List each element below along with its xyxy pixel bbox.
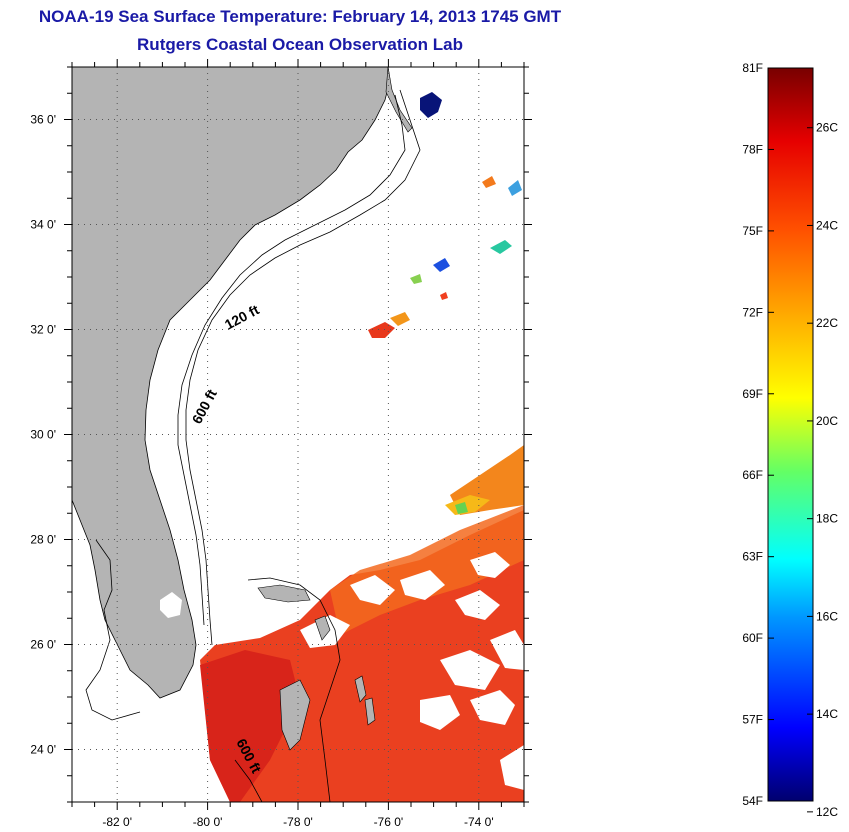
colorbar-f-label: 63F <box>742 550 763 564</box>
lat-label: 34 0' <box>30 218 56 232</box>
colorbar-c-label: 20C <box>816 414 838 428</box>
sst-deep-red <box>200 650 300 802</box>
lon-label: -82 0' <box>102 815 132 829</box>
colorbar-f-label: 60F <box>742 631 763 645</box>
lat-label: 30 0' <box>30 428 56 442</box>
bahamas-islands <box>257 584 376 751</box>
colorbar-c-label: 12C <box>816 805 838 819</box>
lat-label: 36 0' <box>30 113 56 127</box>
colorbar-c-label: 22C <box>816 316 838 330</box>
longitude-labels: -82 0' -80 0' -78 0' -76 0' -74 0' <box>102 815 493 829</box>
colorbar-f-label: 78F <box>742 142 763 156</box>
colorbar-c-label: 14C <box>816 707 838 721</box>
colorbar-fahrenheit-labels: 81F 78F 75F 72F 69F 66F 63F 60F 57F 54F <box>742 61 763 808</box>
colorbar-f-label: 69F <box>742 387 763 401</box>
lon-label: -80 0' <box>193 815 223 829</box>
colorbar-f-label: 57F <box>742 713 763 727</box>
depth-contours <box>85 89 421 802</box>
map-graticule <box>72 67 524 802</box>
colorbar-frame <box>767 67 814 802</box>
latitude-labels: 36 0' 34 0' 32 0' 30 0' 28 0' 26 0' 24 0' <box>30 113 56 757</box>
map-title: NOAA-19 Sea Surface Temperature: Februar… <box>38 7 562 26</box>
colorbar-celsius-labels: 26C 24C 22C 20C 18C 16C 14C 12C <box>816 121 838 819</box>
colorbar-c-label: 18C <box>816 512 838 526</box>
lon-label: -74 0' <box>464 815 494 829</box>
colorbar-f-label: 72F <box>742 305 763 319</box>
colorbar-f-label: 54F <box>742 794 763 808</box>
lake-okeechobee <box>160 592 182 618</box>
colorbar-c-label: 16C <box>816 609 838 623</box>
lon-label: -78 0' <box>283 815 313 829</box>
colorbar-c-label: 24C <box>816 218 838 232</box>
lat-label: 32 0' <box>30 323 56 337</box>
cloud-gaps <box>300 552 524 790</box>
colorbar-f-label: 75F <box>742 224 763 238</box>
lon-label: -76 0' <box>374 815 404 829</box>
colorbar-f-label: 81F <box>742 61 763 75</box>
lat-label: 24 0' <box>30 743 56 757</box>
lat-label: 26 0' <box>30 638 56 652</box>
lat-label: 28 0' <box>30 533 56 547</box>
colorbar-c-label: 26C <box>816 121 838 135</box>
colorbar-gradient <box>768 68 813 801</box>
colorbar-f-label: 66F <box>742 468 763 482</box>
map-subtitle: Rutgers Coastal Ocean Observation Lab <box>137 35 463 54</box>
map-ticks <box>64 59 532 810</box>
colorbar-ticks <box>768 67 813 813</box>
land-southeast-us <box>72 67 391 699</box>
